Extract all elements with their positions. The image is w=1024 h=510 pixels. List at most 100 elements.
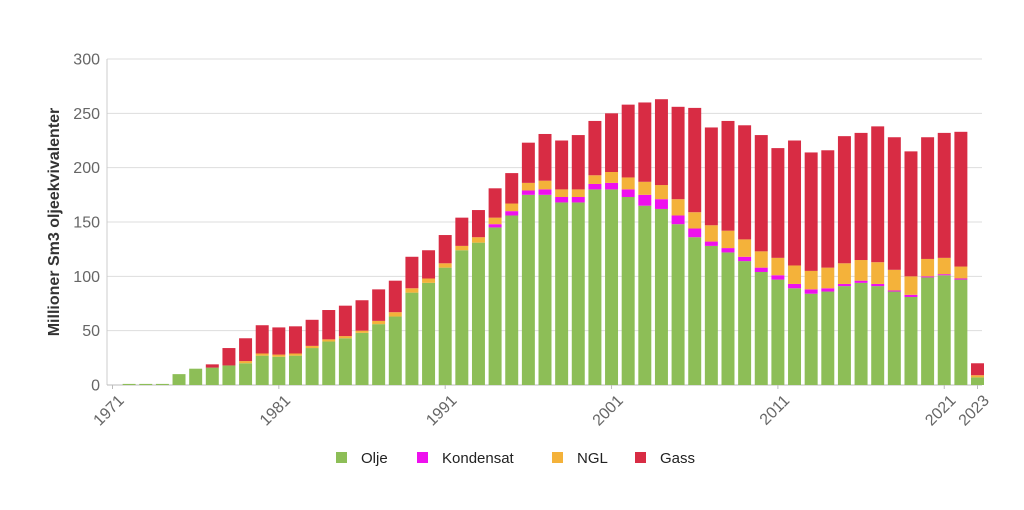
bar-stack-1990: [422, 250, 436, 385]
bar-gass-1997: [538, 133, 552, 181]
bar-gass-2014: [821, 150, 835, 268]
bar-kondensat-2010: [754, 267, 768, 272]
bar-stack-2009: [738, 125, 752, 385]
bar-ngl-2018: [887, 269, 901, 291]
bar-gass-1991: [438, 235, 452, 264]
bar-olje-1990: [422, 282, 436, 385]
bar-ngl-2001: [605, 172, 619, 183]
bar-stack-2019: [904, 151, 918, 385]
bar-stack-2000: [588, 120, 602, 385]
bar-olje-2012: [788, 288, 802, 385]
bar-ngl-1980: [255, 353, 269, 356]
bar-gass-1984: [322, 310, 336, 340]
legend-swatch: [336, 452, 347, 463]
bar-stack-1994: [488, 188, 502, 385]
bar-stack-2006: [688, 107, 702, 385]
bar-olje-2021: [937, 275, 951, 385]
bar-olje-1992: [455, 250, 469, 385]
bar-ngl-1982: [288, 353, 302, 356]
bar-olje-2022: [954, 279, 968, 385]
bar-olje-2006: [688, 237, 702, 385]
bar-kondensat-2022: [954, 278, 968, 280]
bar-ngl-2015: [837, 263, 851, 284]
bar-stack-1984: [322, 310, 336, 385]
bar-ngl-1997: [538, 180, 552, 190]
bar-stack-1989: [405, 256, 419, 385]
bar-gass-2021: [937, 132, 951, 258]
bar-ngl-1988: [388, 312, 402, 317]
bar-stack-2020: [921, 137, 935, 385]
legend-item-kondensat[interactable]: Kondensat: [417, 450, 515, 467]
bar-olje-1981: [272, 356, 286, 385]
bar-olje-2016: [854, 282, 868, 385]
bar-olje-2013: [804, 293, 818, 385]
bar-gass-1999: [571, 135, 585, 190]
bar-stack-1977: [205, 364, 219, 385]
bar-gass-1981: [272, 327, 286, 355]
legend-item-gass[interactable]: Gass: [635, 450, 695, 467]
bar-gass-2022: [954, 131, 968, 267]
bar-kondensat-2004: [654, 199, 668, 209]
bar-gass-2008: [721, 120, 735, 231]
x-tick-label: 2001: [590, 392, 627, 429]
bar-gass-1993: [471, 210, 485, 238]
bar-gass-1995: [505, 173, 519, 204]
bar-stack-2022: [954, 131, 968, 385]
bar-gass-2011: [771, 148, 785, 258]
bar-stack-1979: [239, 338, 253, 385]
bar-gass-2017: [871, 126, 885, 263]
bar-gass-2023: [971, 363, 984, 376]
bar-ngl-1999: [571, 189, 585, 198]
bar-stack-2007: [704, 127, 718, 385]
bar-ngl-2022: [954, 266, 968, 279]
legend-item-ngl[interactable]: NGL: [552, 450, 608, 467]
bar-stack-1976: [189, 368, 203, 385]
bar-ngl-2007: [704, 225, 718, 242]
bar-kondensat-2006: [688, 228, 702, 238]
bar-gass-1986: [355, 300, 369, 331]
bar-olje-2007: [704, 245, 718, 385]
bar-stack-1991: [438, 235, 452, 385]
bar-olje-1980: [255, 355, 269, 385]
bar-stack-1980: [255, 325, 269, 385]
bar-kondensat-2021: [937, 274, 951, 276]
bar-stack-2004: [654, 99, 668, 385]
bar-stack-1975: [172, 374, 186, 385]
legend-swatch: [552, 452, 563, 463]
bar-stack-1993: [471, 210, 485, 385]
bar-olje-2015: [837, 286, 851, 385]
bar-ngl-2010: [754, 251, 768, 268]
bar-stack-1996: [521, 142, 535, 385]
bar-stack-1998: [555, 140, 569, 385]
legend-item-olje[interactable]: Olje: [336, 450, 388, 467]
y-tick-labels: 0 50 100 150 200 250 300: [73, 52, 100, 395]
y-tick-label: 100: [73, 269, 100, 286]
bar-gass-2003: [638, 102, 652, 182]
y-axis-label: Millioner Sm3 oljeekvivalenter: [46, 108, 63, 337]
bar-olje-2004: [654, 208, 668, 385]
bar-kondensat-2000: [588, 183, 602, 190]
bars: [122, 99, 984, 385]
bar-ngl-1984: [322, 339, 336, 342]
y-tick-label: 300: [73, 52, 100, 69]
bar-kondensat-2016: [854, 280, 868, 283]
x-tick-label: 1981: [257, 392, 294, 429]
bar-olje-2005: [671, 224, 685, 385]
bar-stack-1974: [155, 383, 169, 385]
bar-kondensat-1998: [555, 197, 569, 203]
bar-ngl-2012: [788, 265, 802, 284]
bar-ngl-2021: [937, 257, 951, 275]
bar-stack-2016: [854, 132, 868, 385]
bar-olje-1984: [322, 341, 336, 385]
bar-stack-1997: [538, 133, 552, 385]
bar-stack-2021: [937, 132, 951, 385]
bar-ngl-2020: [921, 258, 935, 277]
bar-gass-2005: [671, 106, 685, 200]
bar-gass-1989: [405, 256, 419, 289]
bar-gass-2000: [588, 120, 602, 176]
bar-kondensat-2018: [887, 290, 901, 292]
bar-ngl-2013: [804, 270, 818, 290]
bar-kondensat-1997: [538, 189, 552, 195]
bar-olje-2014: [821, 291, 835, 385]
